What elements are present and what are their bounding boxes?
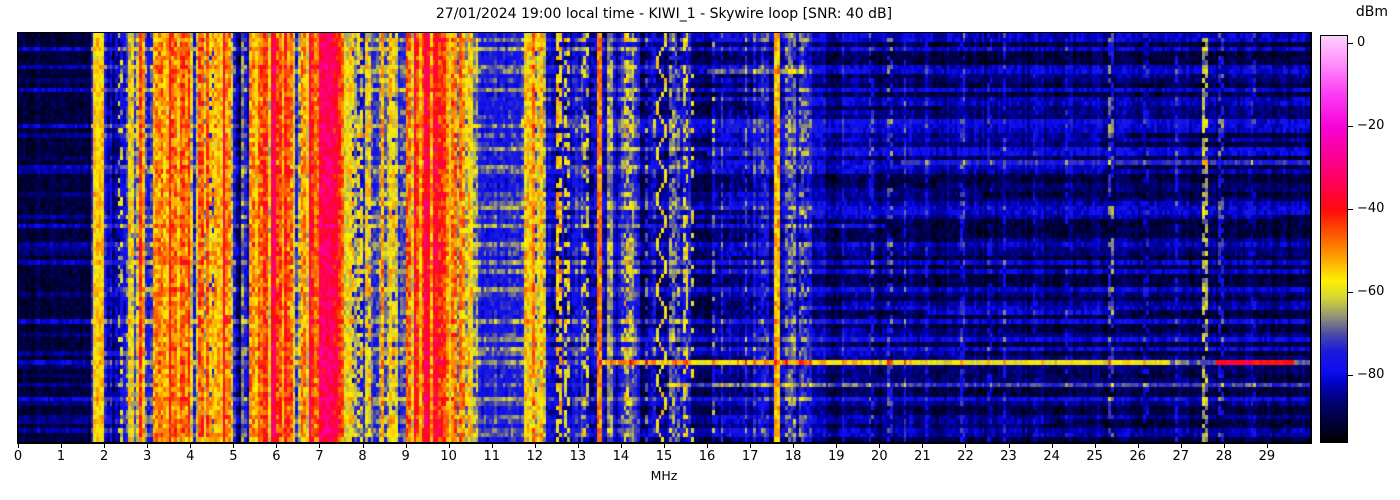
x-tick-label-9: 9 xyxy=(401,449,410,464)
x-tick-label-11: 11 xyxy=(483,449,500,464)
plot-frame xyxy=(17,32,1312,444)
x-tick-mark-7 xyxy=(319,444,321,448)
colorbar-tick-mark-0 xyxy=(1348,43,1353,45)
x-tick-label-24: 24 xyxy=(1043,449,1060,464)
chart-title: 27/01/2024 19:00 local time - KIWI_1 - S… xyxy=(435,6,893,22)
x-tick-mark-3 xyxy=(147,444,149,448)
x-tick-label-20: 20 xyxy=(871,449,888,464)
x-tick-mark-28 xyxy=(1223,444,1225,448)
x-tick-label-25: 25 xyxy=(1086,449,1103,464)
x-tick-mark-9 xyxy=(405,444,407,448)
x-tick-label-1: 1 xyxy=(56,449,66,464)
x-tick-mark-24 xyxy=(1051,444,1053,448)
x-tick-mark-29 xyxy=(1266,444,1268,448)
x-tick-label-6: 6 xyxy=(272,449,281,464)
colorbar-tick-mark--40 xyxy=(1348,209,1353,210)
spectrogram-canvas xyxy=(18,33,1310,442)
x-tick-mark-5 xyxy=(233,444,235,448)
x-tick-mark-20 xyxy=(879,444,881,448)
colorbar-tick-label--20: −20 xyxy=(1357,118,1385,134)
x-tick-mark-8 xyxy=(362,444,364,448)
colorbar-tick-mark--80 xyxy=(1348,374,1353,376)
x-tick-label-0: 0 xyxy=(13,449,23,464)
x-tick-mark-23 xyxy=(1008,444,1010,448)
x-tick-mark-18 xyxy=(793,444,795,448)
x-tick-mark-6 xyxy=(276,444,278,448)
x-tick-label-8: 8 xyxy=(358,449,367,464)
x-tick-label-16: 16 xyxy=(698,449,716,464)
x-tick-label-7: 7 xyxy=(315,449,324,464)
colorbar-tick-mark--20 xyxy=(1348,126,1353,128)
x-tick-label-2: 2 xyxy=(99,449,109,464)
colorbar-tick-label--80: −80 xyxy=(1357,366,1385,382)
x-tick-label-13: 13 xyxy=(569,449,587,464)
x-tick-label-12: 12 xyxy=(526,449,544,464)
colorbar-tick-label-0: 0 xyxy=(1357,35,1366,51)
x-tick-label-10: 10 xyxy=(440,449,457,464)
x-tick-mark-1 xyxy=(61,444,63,448)
colorbar-label: dBm xyxy=(1355,4,1389,20)
x-tick-mark-22 xyxy=(965,444,967,448)
x-tick-label-28: 28 xyxy=(1215,449,1233,464)
x-tick-mark-19 xyxy=(836,444,838,448)
x-tick-label-26: 26 xyxy=(1129,449,1146,464)
x-tick-mark-2 xyxy=(104,444,106,448)
x-tick-label-15: 15 xyxy=(655,449,673,464)
x-tick-label-29: 29 xyxy=(1258,449,1276,464)
x-tick-mark-13 xyxy=(577,444,579,448)
colorbar-tick-label--40: −40 xyxy=(1357,201,1385,216)
x-tick-mark-17 xyxy=(750,444,752,448)
x-tick-mark-21 xyxy=(922,444,924,448)
x-tick-mark-11 xyxy=(491,444,493,448)
x-tick-label-4: 4 xyxy=(186,449,195,464)
x-tick-mark-14 xyxy=(620,444,622,448)
colorbar-tick-mark--60 xyxy=(1348,291,1353,293)
x-tick-mark-26 xyxy=(1137,444,1139,448)
x-tick-label-22: 22 xyxy=(957,449,974,464)
x-tick-label-17: 17 xyxy=(741,449,759,464)
x-tick-label-18: 18 xyxy=(784,449,802,464)
colorbar-tick-label--60: −60 xyxy=(1357,283,1385,299)
x-tick-label-27: 27 xyxy=(1172,449,1190,464)
x-tick-mark-15 xyxy=(664,444,665,448)
x-tick-mark-4 xyxy=(190,444,192,448)
x-tick-mark-27 xyxy=(1180,444,1182,448)
x-axis-label: MHz xyxy=(650,468,678,483)
x-tick-mark-12 xyxy=(534,444,536,448)
x-tick-label-3: 3 xyxy=(143,449,152,464)
x-tick-label-21: 21 xyxy=(914,449,931,464)
x-tick-label-19: 19 xyxy=(827,449,845,464)
x-tick-mark-25 xyxy=(1094,444,1096,448)
x-tick-label-5: 5 xyxy=(229,449,238,464)
x-tick-label-23: 23 xyxy=(1000,449,1017,464)
x-tick-mark-10 xyxy=(448,444,450,448)
colorbar xyxy=(1320,35,1348,443)
x-tick-mark-16 xyxy=(707,444,709,448)
x-tick-label-14: 14 xyxy=(612,449,630,464)
x-tick-mark-0 xyxy=(18,444,19,448)
